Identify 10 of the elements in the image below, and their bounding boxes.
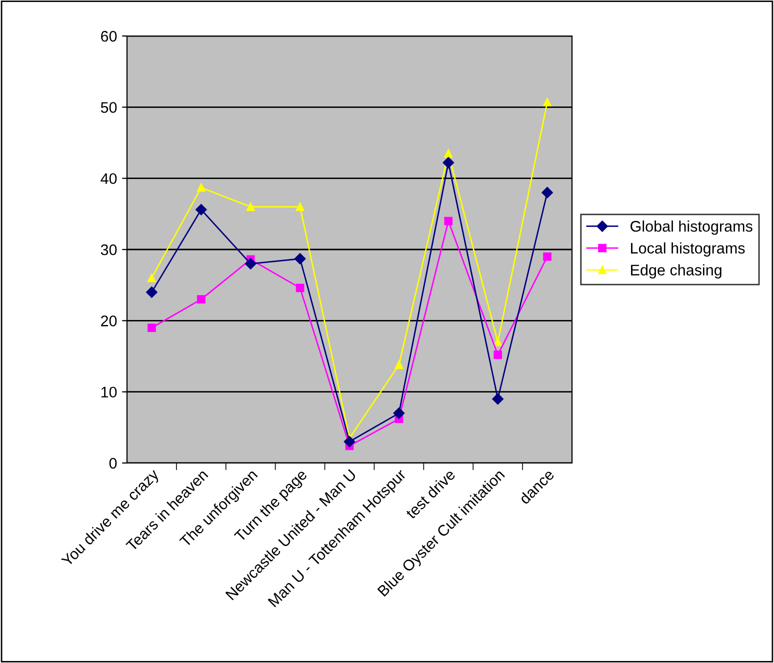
y-tick-label: 40	[100, 173, 117, 184]
legend-label: Global histograms	[630, 220, 752, 235]
y-tick-label: 10	[101, 386, 117, 398]
y-tick-label: 20	[101, 316, 117, 326]
y-tick-label: 0	[109, 458, 117, 469]
y-tick-label: 30	[100, 244, 117, 256]
y-tick-label: 60	[101, 30, 117, 42]
y-tick-label: 50	[100, 102, 117, 113]
legend-label: Local histograms	[631, 242, 745, 257]
legend-label: Edge chasing	[631, 264, 722, 278]
